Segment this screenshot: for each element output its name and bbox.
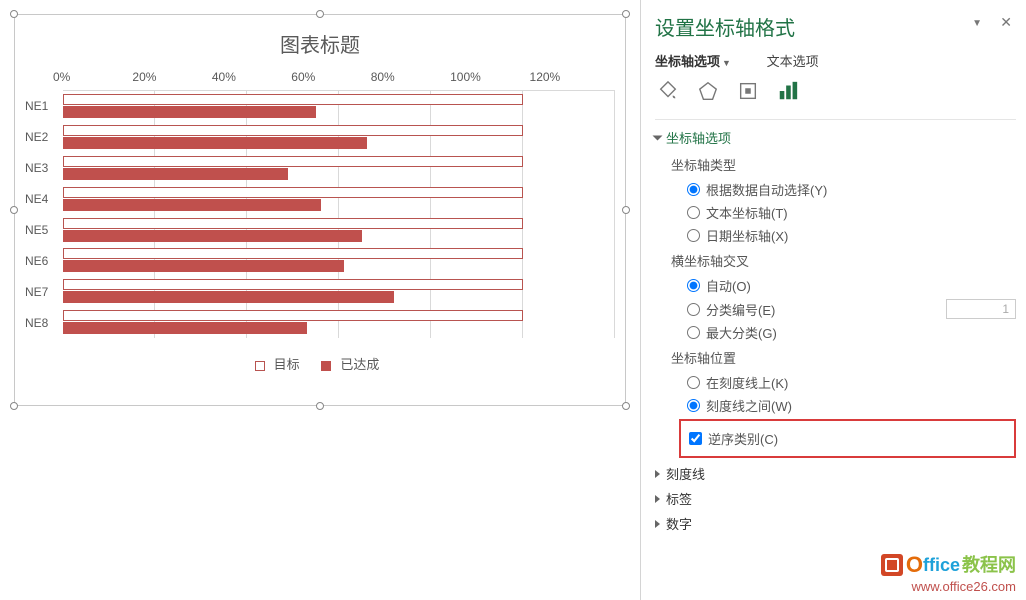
legend-swatch-actual xyxy=(321,361,331,371)
plot-area[interactable]: NE1NE2NE3NE4NE5NE6NE7NE8 xyxy=(63,90,615,338)
tab-axis-options[interactable]: 坐标轴选项▼ xyxy=(655,54,747,69)
bar-row: NE4 xyxy=(63,184,615,215)
opt-auto-select[interactable]: 根据数据自动选择(Y) xyxy=(687,180,1016,199)
legend-label-actual: 已达成 xyxy=(340,357,379,372)
opt-auto[interactable]: 自动(O) xyxy=(687,276,1016,295)
label-axis-position: 坐标轴位置 xyxy=(671,348,1016,367)
watermark-url: www.office26.com xyxy=(881,580,1016,594)
tab-text-options[interactable]: 文本选项 xyxy=(767,54,819,69)
close-icon[interactable]: ✕ xyxy=(1000,14,1012,31)
section-tick-marks[interactable]: 刻度线 xyxy=(655,464,1016,483)
x-axis-tick-label: 0% xyxy=(53,70,132,84)
chart-title[interactable]: 图表标题 xyxy=(25,29,615,58)
bar-target[interactable] xyxy=(63,94,523,105)
resize-handle-mr[interactable] xyxy=(622,206,630,214)
bar-actual[interactable] xyxy=(63,260,344,272)
x-axis-tick-label: 80% xyxy=(371,70,450,84)
bar-row: NE5 xyxy=(63,215,615,246)
bar-actual[interactable] xyxy=(63,230,362,242)
bar-row: NE8 xyxy=(63,307,615,338)
opt-category-num[interactable]: 分类编号(E) xyxy=(687,299,1016,319)
x-axis-labels[interactable]: 0%20%40%60%80%100%120% xyxy=(63,70,615,84)
category-label[interactable]: NE3 xyxy=(25,161,59,175)
category-label[interactable]: NE5 xyxy=(25,223,59,237)
bar-target[interactable] xyxy=(63,156,523,167)
fill-line-icon[interactable] xyxy=(657,80,679,105)
pane-tabs: 坐标轴选项▼ 文本选项 xyxy=(655,51,1016,70)
x-axis-tick-label: 20% xyxy=(132,70,211,84)
category-label[interactable]: NE1 xyxy=(25,99,59,113)
x-axis-tick-label: 120% xyxy=(530,70,609,84)
category-label[interactable]: NE6 xyxy=(25,254,59,268)
resize-handle-tl[interactable] xyxy=(10,10,18,18)
section-axis-options[interactable]: 坐标轴选项 xyxy=(655,128,1016,147)
watermark: Office教程网 www.office26.com xyxy=(881,553,1016,594)
bar-row: NE6 xyxy=(63,245,615,276)
bar-target[interactable] xyxy=(63,248,523,259)
highlight-reverse-order: 逆序类别(C) xyxy=(679,419,1016,458)
data-bars: NE1NE2NE3NE4NE5NE6NE7NE8 xyxy=(63,91,615,338)
bar-row: NE3 xyxy=(63,153,615,184)
resize-handle-br[interactable] xyxy=(622,402,630,410)
bar-actual[interactable] xyxy=(63,106,316,118)
bar-target[interactable] xyxy=(63,310,523,321)
opt-reverse-order[interactable]: 逆序类别(C) xyxy=(689,429,1012,448)
opt-date-axis[interactable]: 日期坐标轴(X) xyxy=(687,226,1016,245)
category-num-input[interactable] xyxy=(946,299,1016,319)
opt-max-category[interactable]: 最大分类(G) xyxy=(687,323,1016,342)
chart-canvas[interactable]: 图表标题 0%20%40%60%80%100%120% NE1NE2NE3NE4… xyxy=(0,0,640,600)
bar-actual[interactable] xyxy=(63,137,367,149)
x-axis-tick-label: 40% xyxy=(212,70,291,84)
chart-legend[interactable]: 目标 已达成 xyxy=(25,354,615,373)
bar-row: NE2 xyxy=(63,122,615,153)
legend-label-target: 目标 xyxy=(274,357,300,372)
bar-row: NE1 xyxy=(63,91,615,122)
x-axis-tick-label: 100% xyxy=(450,70,529,84)
bar-target[interactable] xyxy=(63,218,523,229)
bar-target[interactable] xyxy=(63,279,523,290)
axis-options-icon[interactable] xyxy=(777,80,799,105)
chart-frame[interactable]: 图表标题 0%20%40%60%80%100%120% NE1NE2NE3NE4… xyxy=(14,14,626,406)
resize-handle-tc[interactable] xyxy=(316,10,324,18)
x-axis-tick-label: 60% xyxy=(291,70,370,84)
size-properties-icon[interactable] xyxy=(737,80,759,105)
bar-actual[interactable] xyxy=(63,322,307,334)
bar-actual[interactable] xyxy=(63,291,394,303)
resize-handle-ml[interactable] xyxy=(10,206,18,214)
format-axis-pane: 设置坐标轴格式 ▼ ✕ 坐标轴选项▼ 文本选项 坐标轴选项 坐标轴类型 根据数据… xyxy=(640,0,1026,600)
section-number[interactable]: 数字 xyxy=(655,514,1016,533)
opt-text-axis[interactable]: 文本坐标轴(T) xyxy=(687,203,1016,222)
category-label[interactable]: NE7 xyxy=(25,285,59,299)
pane-options-dropdown[interactable]: ▼ xyxy=(972,18,982,29)
format-icon-row xyxy=(655,80,1016,105)
category-label[interactable]: NE8 xyxy=(25,316,59,330)
opt-on-tick[interactable]: 在刻度线上(K) xyxy=(687,373,1016,392)
label-h-axis-cross: 横坐标轴交叉 xyxy=(671,251,1016,270)
bar-target[interactable] xyxy=(63,187,523,198)
resize-handle-bl[interactable] xyxy=(10,402,18,410)
opt-between-tick[interactable]: 刻度线之间(W) xyxy=(687,396,1016,415)
label-axis-type: 坐标轴类型 xyxy=(671,155,1016,174)
bar-target[interactable] xyxy=(63,125,523,136)
pane-title: 设置坐标轴格式 xyxy=(655,12,1016,41)
bar-actual[interactable] xyxy=(63,199,321,211)
category-label[interactable]: NE2 xyxy=(25,130,59,144)
bar-row: NE7 xyxy=(63,276,615,307)
watermark-badge-icon xyxy=(881,554,903,576)
category-label[interactable]: NE4 xyxy=(25,192,59,206)
effects-icon[interactable] xyxy=(697,80,719,105)
resize-handle-bc[interactable] xyxy=(316,402,324,410)
resize-handle-tr[interactable] xyxy=(622,10,630,18)
bar-actual[interactable] xyxy=(63,168,288,180)
legend-swatch-target xyxy=(255,361,265,371)
section-labels[interactable]: 标签 xyxy=(655,489,1016,508)
